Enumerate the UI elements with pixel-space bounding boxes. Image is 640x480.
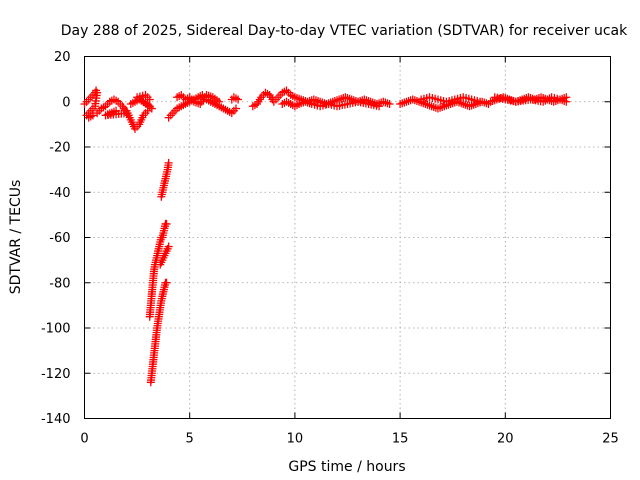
y-tick-label: -100 (41, 322, 71, 337)
x-tick-label: 15 (392, 432, 409, 447)
data-point (383, 99, 392, 108)
data-point (231, 104, 240, 113)
y-tick-label: -40 (49, 186, 70, 201)
data-point (112, 106, 121, 115)
y-tick-label: -60 (49, 231, 70, 246)
data-point (476, 97, 485, 106)
data-point (88, 111, 97, 120)
data-point (562, 97, 571, 106)
data-point (234, 95, 243, 104)
y-tick-label: -120 (41, 367, 71, 382)
data-point (231, 94, 240, 103)
data-point (162, 219, 171, 228)
y-tick-label: 20 (54, 50, 71, 65)
data-point (164, 158, 173, 167)
data-point (162, 278, 171, 287)
data-point (381, 98, 390, 107)
data-point (480, 98, 489, 107)
y-tick-label: -80 (49, 276, 70, 291)
y-tick-label: -20 (49, 141, 70, 156)
x-tick-label: 5 (186, 432, 194, 447)
y-tick-label: 0 (62, 95, 70, 110)
data-point (375, 102, 384, 111)
axis-ticks: 0 5 10 15 20 25 20 0 -20 -40 -60 -80 -100 -120 -140 (41, 50, 619, 447)
data-point (385, 100, 394, 109)
data-point (164, 242, 173, 251)
y-axis-label: SDTVAR / TECUs (8, 180, 24, 295)
data-point (215, 97, 224, 106)
y-tick-label: -140 (41, 412, 71, 427)
x-tick-label: 0 (80, 432, 88, 447)
x-tick-label: 10 (287, 432, 304, 447)
data-point (145, 95, 154, 104)
x-axis-label: GPS time / hours (288, 459, 405, 475)
x-tick-label: 20 (497, 432, 514, 447)
data-points (80, 86, 571, 387)
grid (84, 56, 611, 419)
x-tick-label: 25 (602, 432, 619, 447)
chart-title: Day 288 of 2025, Sidereal Day-to-day VTE… (61, 23, 628, 39)
